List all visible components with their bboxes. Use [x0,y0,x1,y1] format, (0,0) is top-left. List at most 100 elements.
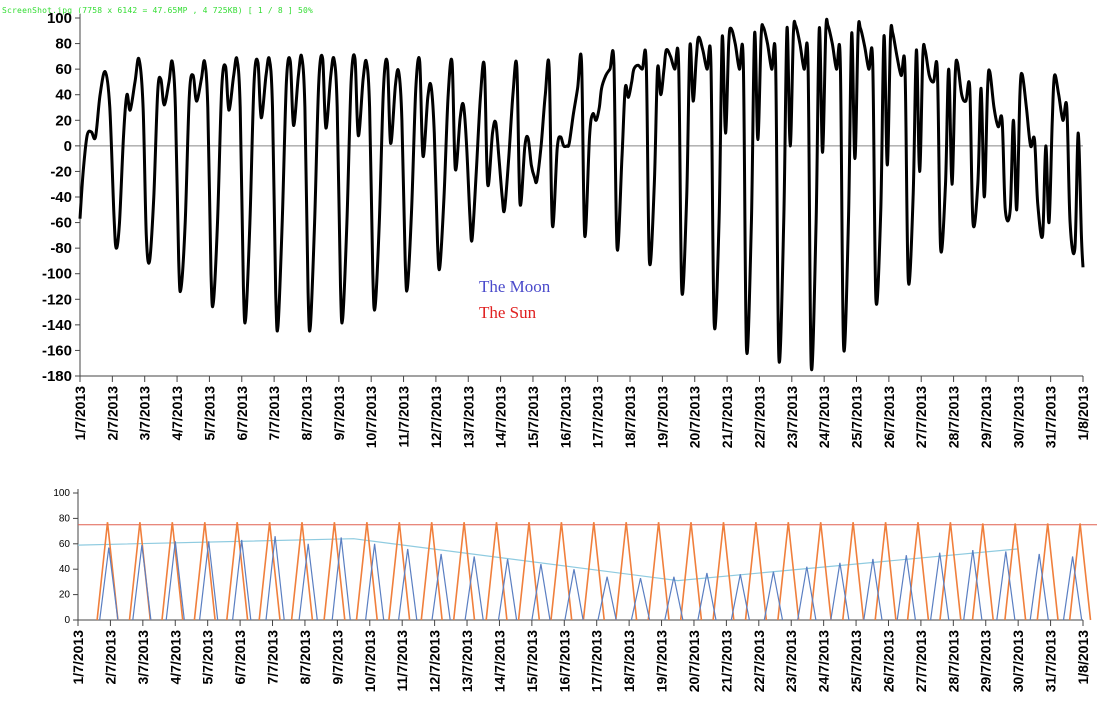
sun-peak [193,522,216,621]
bottom-x-tick-label: 24/7/2013 [816,630,832,692]
moon-peak [664,576,684,621]
top-x-tick-label: 14/7/2013 [493,386,509,448]
sun-peak [744,522,768,621]
sun-peak [517,522,541,621]
sun-peak [679,522,703,621]
moon-peak [996,551,1016,621]
bottom-x-tick-label: 6/7/2013 [232,630,248,685]
bottom-x-tick-label: 10/7/2013 [362,630,378,692]
top-x-tick-label: 11/7/2013 [396,386,412,448]
sun-peak [842,522,865,621]
top-x-tick-label: 4/7/2013 [169,386,185,441]
top-x-tick-label: 23/7/2013 [784,386,800,448]
sun-peak [420,522,443,621]
top-y-tick-label: -100 [42,266,72,283]
bottom-x-tick-label: 17/7/2013 [589,630,605,692]
bottom-y-tick-label: 40 [59,564,71,575]
moon-peak [431,553,451,621]
sun-peak [290,522,314,621]
sun-peak [323,522,346,621]
moon-peak [697,572,717,621]
top-x-tick-label: 9/7/2013 [331,386,347,441]
bottom-chart: 100 80 60 40 20 01/7/2013 2/7/2013 3/7/2013 4/7/… [53,488,1097,692]
top-y-tick-label: -120 [42,291,72,308]
image-viewer-info: ScreenShot.jpg (7758 x 6142 = 47.65MP , … [2,6,314,15]
moon-peak [830,562,850,621]
top-y-tick-label: 80 [55,36,72,53]
sun-peak [1068,523,1092,621]
top-x-tick-label: 21/7/2013 [719,386,735,448]
moon-peak [99,547,119,621]
legend-sun: The Sun [479,303,537,322]
top-y-tick-label: 100 [47,10,72,27]
bottom-x-tick-label: 8/7/2013 [297,630,313,685]
moon-peak [1029,553,1049,621]
bottom-x-tick-label: 22/7/2013 [751,630,767,692]
moon-peak [564,569,584,621]
bottom-x-tick-label: 29/7/2013 [978,630,994,692]
moon-peak [232,539,252,621]
top-y-tick-label: -60 [50,215,72,232]
top-y-tick-label: 0 [64,138,72,155]
sun-peak [452,522,476,621]
top-x-tick-label: 12/7/2013 [428,386,444,448]
sun-peak [582,522,605,621]
top-x-tick-label: 16/7/2013 [557,386,573,448]
sun-peak [355,522,378,621]
top-x-tick-label: 17/7/2013 [590,386,606,448]
bottom-x-tick-label: 11/7/2013 [394,630,410,692]
sun-peak [128,522,152,621]
moon-peak [730,574,750,621]
moon-peak [497,558,518,621]
top-x-tick-label: 26/7/2013 [881,386,897,448]
bottom-x-tick-label: 31/7/2013 [1043,630,1059,692]
bottom-y-tick-label: 100 [53,488,70,499]
top-x-tick-label: 1/8/2013 [1075,386,1091,441]
moon-peak [265,536,285,621]
moon-peak [298,543,318,621]
bottom-x-tick-label: 28/7/2013 [945,630,961,692]
moon-peak [930,552,950,621]
top-x-tick-label: 27/7/2013 [913,386,929,448]
top-x-tick-label: 24/7/2013 [816,386,832,448]
top-x-tick-label: 5/7/2013 [201,386,217,441]
top-y-tick-label: -80 [50,240,72,257]
moon-peak [199,541,219,621]
top-x-tick-label: 30/7/2013 [1010,386,1026,448]
bottom-x-tick-label: 23/7/2013 [783,630,799,692]
top-x-tick-label: 31/7/2013 [1043,386,1059,448]
top-x-tick-label: 1/7/2013 [72,386,88,441]
top-y-tick-label: 40 [55,87,72,104]
top-x-tick-label: 10/7/2013 [363,386,379,448]
bottom-y-tick-label: 80 [59,513,71,524]
top-y-tick-label: 60 [55,61,72,78]
top-x-tick-label: 28/7/2013 [946,386,962,448]
top-y-tick-label: -40 [50,189,72,206]
sun-peak [161,522,184,621]
bottom-x-tick-label: 26/7/2013 [880,630,896,692]
moon-peak [763,571,784,621]
moon-peak [531,564,551,621]
sun-peak [96,522,119,621]
bottom-x-tick-label: 1/7/2013 [70,630,86,685]
moon-peak [365,543,385,621]
bottom-y-tick-label: 60 [59,539,71,550]
top-x-tick-label: 20/7/2013 [687,386,703,448]
sun-peak [712,522,735,621]
sun-peak [550,522,573,621]
bottom-x-tick-label: 27/7/2013 [913,630,929,692]
bottom-x-tick-label: 30/7/2013 [1010,630,1026,692]
moon-peak [963,550,983,621]
moon-peak [132,545,152,621]
moon-peak [597,576,617,621]
moon-peak [797,566,817,621]
sun-peak [1004,523,1027,621]
top-x-tick-label: 15/7/2013 [525,386,541,448]
bottom-x-tick-label: 19/7/2013 [654,630,670,692]
top-y-tick-label: -140 [42,317,72,334]
sun-peak [1036,523,1059,621]
top-series-line [78,17,1085,371]
top-x-tick-label: 13/7/2013 [460,386,476,448]
moon-peak [165,541,185,621]
